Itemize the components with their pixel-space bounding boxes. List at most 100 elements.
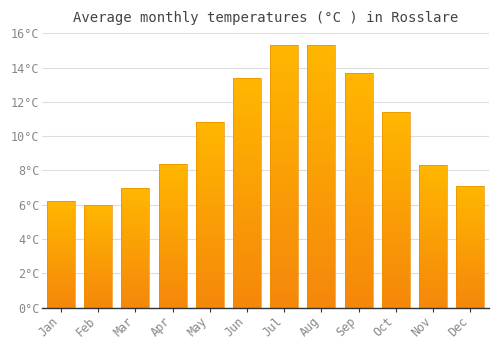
Bar (308, 218, 336, 224)
Bar (158, 279, 186, 282)
Bar (158, 212, 186, 216)
Bar (47, 301, 75, 303)
Bar (47, 248, 75, 250)
Bar (158, 193, 186, 195)
Bar (308, 250, 336, 255)
Bar (382, 276, 410, 280)
Bar (84, 291, 112, 293)
Bar (233, 248, 261, 252)
Bar (233, 257, 261, 262)
Bar (196, 163, 224, 167)
Bar (308, 50, 336, 56)
Bar (158, 247, 186, 250)
Bar (270, 45, 298, 308)
Bar (382, 288, 410, 292)
Bar (419, 271, 447, 273)
Bar (158, 299, 186, 302)
Bar (419, 299, 447, 302)
Bar (84, 303, 112, 306)
Bar (382, 151, 410, 155)
Bar (122, 272, 150, 274)
Bar (196, 200, 224, 204)
Bar (270, 161, 298, 166)
Bar (382, 253, 410, 257)
Bar (158, 273, 186, 276)
Bar (158, 163, 186, 167)
Bar (122, 204, 150, 207)
Bar (233, 188, 261, 193)
Bar (344, 157, 372, 162)
Bar (382, 155, 410, 159)
Bar (233, 105, 261, 110)
Bar (382, 159, 410, 163)
Bar (382, 206, 410, 210)
Bar (419, 222, 447, 225)
Bar (47, 203, 75, 205)
Bar (419, 251, 447, 253)
Bar (419, 248, 447, 251)
Bar (270, 82, 298, 87)
Bar (308, 192, 336, 197)
Bar (47, 306, 75, 308)
Bar (456, 305, 484, 308)
Bar (344, 91, 372, 96)
Bar (419, 290, 447, 293)
Bar (456, 254, 484, 257)
Bar (308, 281, 336, 287)
Bar (419, 180, 447, 182)
Bar (382, 218, 410, 222)
Bar (344, 261, 372, 265)
Bar (308, 140, 336, 145)
Bar (47, 254, 75, 257)
Bar (158, 296, 186, 299)
Bar (270, 134, 298, 140)
Bar (84, 230, 112, 231)
Bar (196, 300, 224, 304)
Bar (270, 50, 298, 56)
Bar (419, 233, 447, 237)
Bar (122, 231, 150, 233)
Bar (233, 275, 261, 280)
Bar (233, 78, 261, 82)
Bar (344, 172, 372, 176)
Bar (270, 176, 298, 182)
Bar (84, 205, 112, 207)
Bar (84, 209, 112, 211)
Bar (419, 282, 447, 285)
Bar (419, 168, 447, 171)
Bar (456, 264, 484, 266)
Bar (122, 305, 150, 308)
Bar (196, 223, 224, 226)
Bar (122, 214, 150, 216)
Bar (456, 196, 484, 198)
Bar (122, 300, 150, 303)
Bar (47, 280, 75, 282)
Bar (344, 134, 372, 139)
Bar (47, 220, 75, 223)
Bar (456, 220, 484, 222)
Bar (419, 194, 447, 197)
Bar (196, 282, 224, 285)
Bar (382, 245, 410, 249)
Bar (382, 135, 410, 140)
Bar (456, 218, 484, 220)
Bar (382, 237, 410, 241)
Bar (344, 129, 372, 134)
Bar (270, 150, 298, 155)
Bar (308, 56, 336, 61)
Bar (122, 293, 150, 296)
Bar (382, 296, 410, 300)
Bar (419, 302, 447, 305)
Bar (233, 262, 261, 266)
Bar (270, 197, 298, 203)
Bar (233, 82, 261, 87)
Bar (122, 188, 150, 190)
Bar (382, 198, 410, 202)
Bar (158, 201, 186, 204)
Bar (382, 257, 410, 261)
Bar (270, 276, 298, 281)
Bar (308, 176, 336, 182)
Bar (84, 287, 112, 289)
Bar (122, 197, 150, 199)
Bar (456, 274, 484, 276)
